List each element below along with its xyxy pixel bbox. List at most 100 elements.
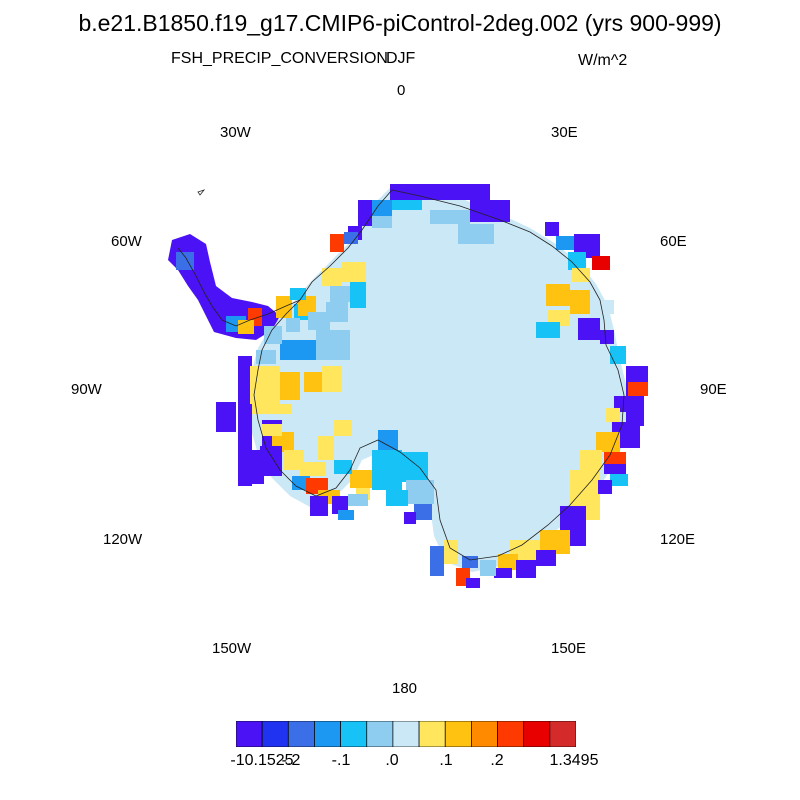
cell xyxy=(342,262,366,282)
colorbar-box-8 xyxy=(444,721,472,747)
cell xyxy=(286,318,300,332)
lon-label-60e: 60E xyxy=(660,233,687,250)
cell xyxy=(480,560,496,576)
cell xyxy=(372,450,402,490)
cell xyxy=(350,282,366,308)
season-label: DJF xyxy=(386,50,416,67)
coastline xyxy=(177,189,625,561)
rim-north-east xyxy=(470,200,510,222)
colorbar-box-11 xyxy=(523,721,551,747)
cell xyxy=(462,556,478,568)
lon-label-120w: 120W xyxy=(103,531,143,548)
colorbar-tick-label: .1 xyxy=(439,752,453,769)
cell xyxy=(386,490,408,506)
lon-label-30w: 30W xyxy=(220,124,251,141)
cell xyxy=(316,330,350,360)
colorbar-box-10 xyxy=(497,721,525,747)
cell xyxy=(332,496,348,514)
cell xyxy=(592,256,610,270)
cell xyxy=(568,252,586,270)
cell xyxy=(606,408,620,422)
cell xyxy=(250,366,280,404)
colorbar-box-12 xyxy=(549,721,576,747)
colorbar-box-4 xyxy=(340,721,368,747)
peninsula-fill xyxy=(168,234,280,340)
cell xyxy=(280,340,320,360)
cell xyxy=(298,296,316,316)
colorbar-box-5 xyxy=(366,721,394,747)
cell xyxy=(494,568,512,578)
cell xyxy=(330,286,350,302)
cell xyxy=(598,480,612,494)
cell xyxy=(444,540,458,564)
cell xyxy=(280,372,300,400)
cell xyxy=(545,222,559,236)
lon-label-0: 0 xyxy=(397,82,406,99)
cell xyxy=(304,372,324,392)
cell xyxy=(252,404,292,414)
cell xyxy=(498,554,518,570)
cell xyxy=(322,268,342,286)
cell xyxy=(318,436,334,460)
colorbar-tick-label: -.2 xyxy=(281,752,301,769)
coastline-island xyxy=(197,189,206,196)
colorbar-box-3 xyxy=(314,721,341,747)
cell xyxy=(256,350,276,364)
lon-label-150e: 150E xyxy=(551,640,587,657)
cell xyxy=(570,290,590,314)
cell xyxy=(600,330,614,344)
cell xyxy=(596,432,620,452)
cell xyxy=(406,480,434,504)
colorbar-tick-label: -10.1525 xyxy=(230,752,294,769)
cell xyxy=(338,510,354,520)
lon-label-150w: 150W xyxy=(212,640,252,657)
variable-name: FSH_PRECIP_CONVERSION xyxy=(171,50,388,67)
cell xyxy=(262,424,282,436)
cell xyxy=(430,210,470,224)
colorbar-tick-label: .0 xyxy=(385,752,399,769)
cell xyxy=(458,224,494,244)
cell xyxy=(372,216,392,228)
cell xyxy=(344,232,358,244)
cell xyxy=(264,326,282,344)
cell xyxy=(556,236,574,250)
cell xyxy=(516,560,536,578)
cell xyxy=(414,504,432,520)
colorbar-box-1 xyxy=(261,721,289,747)
cell xyxy=(334,420,352,436)
lon-label-30e: 30E xyxy=(551,124,578,141)
cell xyxy=(300,462,326,476)
colorbar-box-0 xyxy=(236,721,263,747)
cell xyxy=(260,446,282,476)
cell xyxy=(624,424,640,448)
colorbar-box-2 xyxy=(287,721,315,747)
cell xyxy=(466,578,480,588)
colorbar-tick-label: -.1 xyxy=(331,752,351,769)
cell xyxy=(578,318,600,340)
cell xyxy=(610,474,628,486)
cell xyxy=(348,494,368,506)
lon-label-90e: 90E xyxy=(700,381,727,398)
map-cells xyxy=(168,184,648,588)
cell xyxy=(322,366,342,392)
cell xyxy=(310,496,328,516)
cell xyxy=(372,200,392,216)
colorbar-tick-label: 1.3495 xyxy=(549,752,599,769)
cell xyxy=(326,302,348,322)
cell xyxy=(308,312,330,330)
cell xyxy=(580,450,602,470)
cell xyxy=(628,382,648,396)
cell xyxy=(244,450,264,484)
cell xyxy=(216,402,236,432)
colorbar xyxy=(236,721,576,747)
colorbar-box-6 xyxy=(392,721,420,747)
cell xyxy=(350,470,372,488)
rim-north-west xyxy=(358,200,372,226)
cell xyxy=(392,200,422,210)
cell xyxy=(334,460,352,474)
colorbar-box-9 xyxy=(471,721,498,747)
lon-label-90w: 90W xyxy=(71,381,102,398)
cell xyxy=(536,322,560,338)
colorbar-tick-label: .2 xyxy=(490,752,504,769)
